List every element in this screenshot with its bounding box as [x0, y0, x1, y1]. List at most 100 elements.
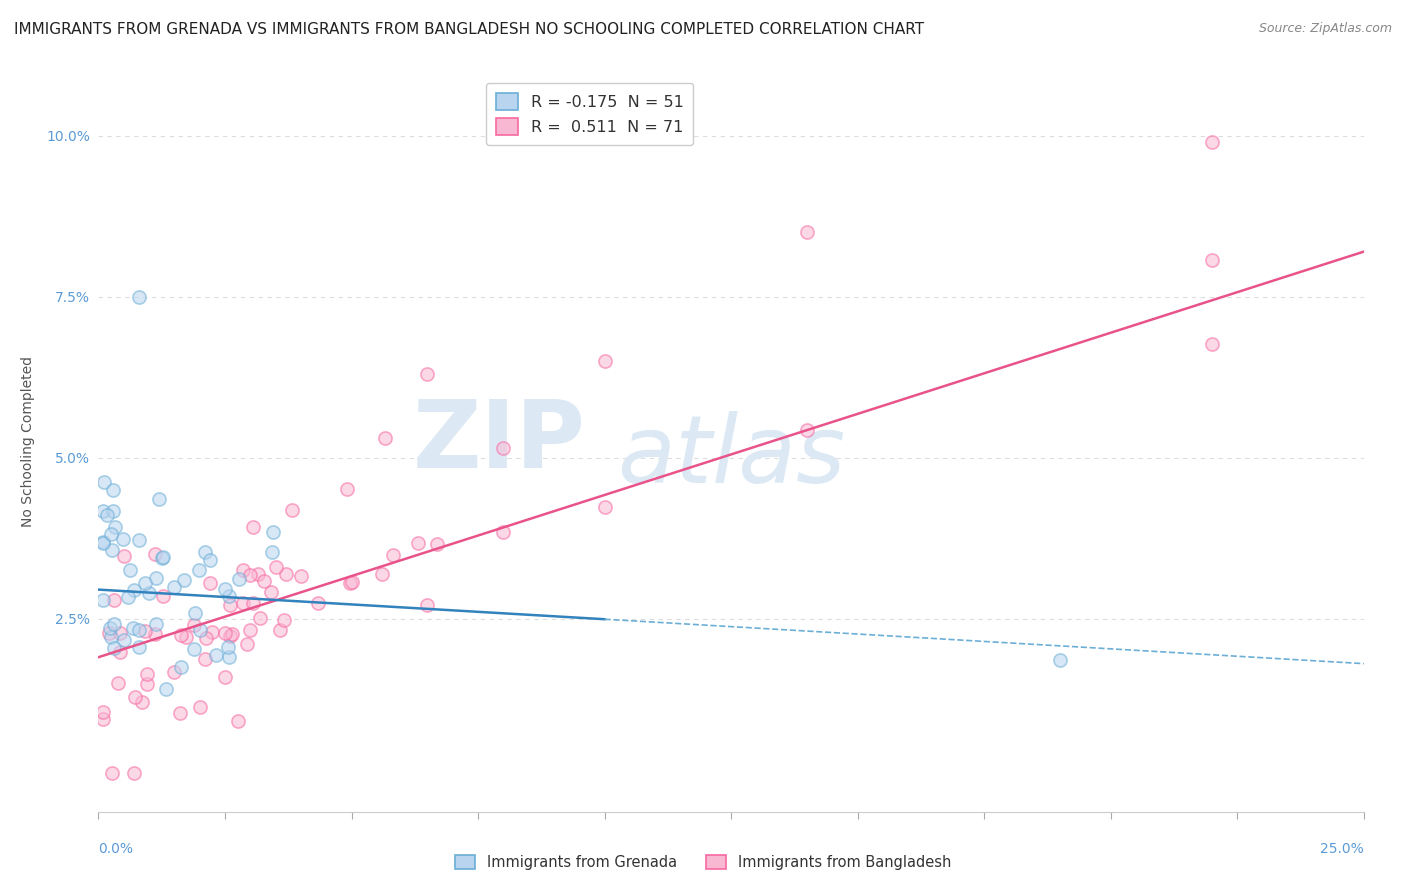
Point: [1201, 253, 1223, 268]
Point: [108, 645, 131, 659]
Point: [201, 624, 224, 639]
Text: atlas: atlas: [617, 411, 845, 502]
Point: [246, 567, 269, 582]
Text: Source: ZipAtlas.com: Source: ZipAtlas.com: [1258, 22, 1392, 36]
Point: [188, 563, 211, 577]
Point: [98, 621, 121, 635]
Point: [492, 525, 515, 540]
Point: [249, 611, 271, 625]
Point: [128, 533, 150, 548]
Point: [143, 626, 166, 640]
Point: [232, 596, 254, 610]
Point: [184, 607, 207, 621]
Point: [370, 566, 392, 581]
Point: [93, 475, 115, 489]
Legend: R = -0.175  N = 51, R =  0.511  N = 71: R = -0.175 N = 51, R = 0.511 N = 71: [486, 83, 693, 145]
Point: [1049, 653, 1071, 667]
Point: [108, 625, 131, 640]
Point: [107, 675, 129, 690]
Point: [145, 571, 167, 585]
Point: [124, 690, 146, 705]
Point: [101, 543, 124, 558]
Point: [183, 618, 205, 632]
Point: [1201, 135, 1223, 149]
Point: [97, 625, 120, 640]
Point: [117, 590, 139, 604]
Text: IMMIGRANTS FROM GRENADA VS IMMIGRANTS FROM BANGLADESH NO SCHOOLING COMPLETED COR: IMMIGRANTS FROM GRENADA VS IMMIGRANTS FR…: [14, 22, 924, 37]
Point: [93, 705, 115, 719]
Point: [152, 549, 174, 564]
Point: [93, 536, 115, 550]
Point: [93, 712, 115, 726]
Point: [128, 290, 150, 304]
Point: [134, 576, 156, 591]
Point: [221, 627, 243, 641]
Point: [593, 500, 616, 514]
Point: [128, 640, 150, 654]
Point: [93, 504, 115, 518]
Point: [492, 441, 515, 455]
Point: [93, 534, 115, 549]
Point: [163, 580, 186, 594]
Point: [194, 545, 217, 559]
Point: [131, 696, 153, 710]
Point: [242, 596, 264, 610]
Point: [339, 576, 361, 591]
Point: [382, 548, 405, 562]
Point: [100, 526, 122, 541]
Point: [155, 682, 177, 697]
Point: [416, 367, 439, 381]
Legend: Immigrants from Grenada, Immigrants from Bangladesh: Immigrants from Grenada, Immigrants from…: [449, 849, 957, 876]
Point: [238, 623, 260, 637]
Point: [796, 225, 818, 239]
Point: [120, 563, 142, 577]
Point: [273, 613, 295, 627]
Point: [228, 572, 250, 586]
Point: [416, 598, 439, 612]
Point: [200, 575, 222, 590]
Text: 0.0%: 0.0%: [98, 842, 134, 856]
Point: [96, 508, 118, 523]
Point: [218, 589, 240, 603]
Point: [100, 630, 122, 644]
Point: [136, 677, 159, 691]
Point: [236, 637, 259, 651]
Point: [262, 525, 284, 540]
Point: [176, 630, 198, 644]
Point: [214, 625, 236, 640]
Point: [281, 503, 304, 517]
Point: [796, 424, 818, 438]
Point: [122, 621, 145, 635]
Point: [264, 559, 287, 574]
Point: [340, 574, 363, 589]
Point: [274, 567, 297, 582]
Point: [101, 504, 124, 518]
Point: [1201, 337, 1223, 351]
Point: [169, 706, 191, 720]
Point: [242, 520, 264, 534]
Y-axis label: No Schooling Completed: No Schooling Completed: [21, 356, 35, 527]
Point: [101, 483, 124, 497]
Point: [138, 586, 160, 600]
Point: [173, 574, 195, 588]
Point: [135, 666, 157, 681]
Point: [200, 553, 222, 567]
Point: [145, 617, 167, 632]
Point: [122, 582, 145, 597]
Point: [104, 519, 127, 533]
Point: [374, 431, 396, 445]
Point: [214, 671, 236, 685]
Point: [219, 598, 242, 612]
Point: [188, 624, 211, 638]
Point: [170, 628, 193, 642]
Point: [260, 544, 283, 558]
Point: [188, 699, 211, 714]
Point: [218, 650, 240, 665]
Point: [122, 766, 145, 780]
Point: [134, 624, 156, 638]
Point: [214, 582, 236, 596]
Point: [150, 550, 173, 565]
Point: [195, 632, 218, 646]
Point: [307, 596, 329, 610]
Point: [143, 547, 166, 561]
